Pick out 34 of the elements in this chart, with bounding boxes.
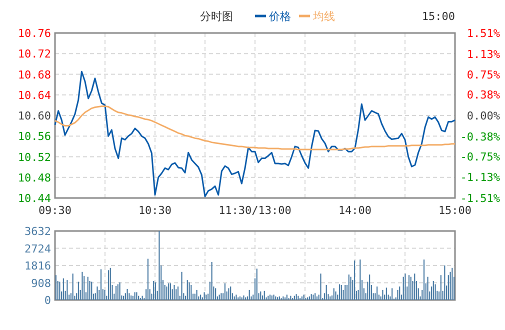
x-tick-label: 09:30	[38, 204, 72, 217]
legend-label: 均线	[312, 10, 335, 23]
y2-tick-label: 1.51%	[466, 27, 500, 40]
y2-tick-label: -0.75%	[460, 150, 500, 164]
y-tick-label: 10.64	[18, 88, 52, 102]
line-series	[54, 70, 456, 198]
x-tick-label: 14:00	[338, 204, 372, 217]
x-tick-label: 10:30	[138, 204, 172, 217]
chart-title: 分时图	[200, 10, 233, 23]
y-tick-label: 0	[44, 294, 51, 307]
y-tick-label: 10.60	[18, 110, 51, 122]
y-tick-label: 1816	[24, 260, 51, 272]
y2-tick-label: 0.00%	[466, 110, 500, 122]
text: 15:00	[422, 10, 455, 23]
legend-label: 价格	[268, 10, 291, 23]
y-tick-label: 10.56	[18, 130, 51, 144]
y2-tick-label: -1.13%	[460, 171, 500, 184]
y-tick-label: 10.68	[18, 68, 51, 82]
y-tick-label: 10.52	[18, 150, 51, 164]
y2-tick-label: 0.38%	[466, 88, 500, 102]
y-tick-label: 3632	[24, 225, 51, 238]
y2-tick-label: 1.13%	[466, 48, 500, 61]
x-tick-label: 11:30/13:00	[218, 204, 292, 217]
line-series	[54, 105, 456, 150]
y-tick-label: 10.72	[18, 48, 51, 61]
x-tick-label: 15:00	[438, 204, 472, 217]
y-tick-label: 10.76	[18, 27, 51, 40]
y2-tick-label: -0.38%	[460, 130, 500, 144]
y-tick-label: 2724	[24, 242, 52, 256]
y2-tick-label: 0.75%	[466, 68, 500, 82]
y-tick-label: 10.48	[18, 171, 51, 184]
y-tick-label: 908	[31, 276, 51, 290]
y-tick-label: 10.44	[18, 192, 52, 205]
y2-tick-label: -1.51%	[460, 192, 500, 205]
